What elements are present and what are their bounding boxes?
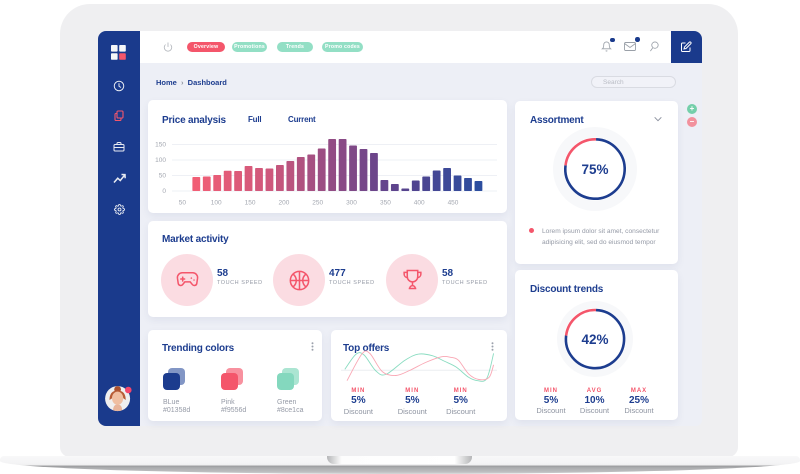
svg-text:150: 150: [155, 142, 166, 149]
svg-text:100: 100: [211, 200, 222, 207]
svg-text:200: 200: [278, 200, 289, 207]
svg-text:100: 100: [155, 157, 166, 164]
svg-text:0: 0: [162, 188, 166, 195]
svg-text:75%: 75%: [581, 162, 608, 177]
svg-text:350: 350: [380, 200, 391, 207]
svg-text:150: 150: [245, 200, 256, 207]
svg-text:250: 250: [312, 200, 323, 207]
svg-text:50: 50: [179, 200, 187, 207]
svg-text:300: 300: [346, 200, 357, 207]
svg-text:450: 450: [448, 200, 459, 207]
svg-text:400: 400: [414, 200, 425, 207]
svg-text:50: 50: [159, 173, 167, 180]
svg-text:42%: 42%: [581, 332, 608, 347]
